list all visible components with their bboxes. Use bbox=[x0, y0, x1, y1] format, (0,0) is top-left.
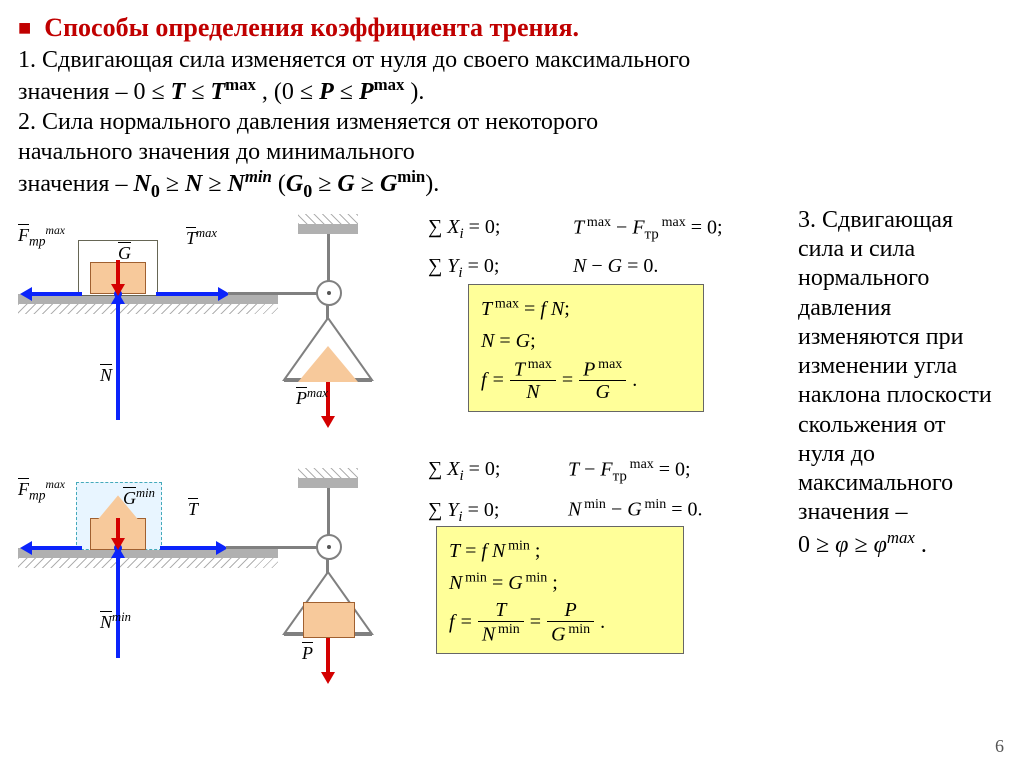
sym-Pmax: P bbox=[359, 79, 374, 105]
diagram-2: Gmin Fтрmax T Nmin bbox=[18, 478, 408, 718]
r-sup: max bbox=[887, 528, 915, 547]
sup-min1: min bbox=[245, 167, 272, 186]
sup-min2: min bbox=[397, 167, 425, 186]
formula-box-1: T max = f N; N = G; f = T maxN = P maxG … bbox=[468, 284, 704, 413]
p1-line1: 1. Сдвигающая сила изменяется от нуля до… bbox=[18, 47, 690, 73]
d2-label-Ftr: Fтрmax bbox=[18, 478, 65, 504]
sym-Tmax: T bbox=[210, 79, 225, 105]
sym-G: G bbox=[337, 171, 354, 197]
d1-pulley bbox=[316, 280, 342, 306]
le2: ≤ bbox=[340, 79, 359, 105]
d2-hanger bbox=[327, 488, 330, 536]
sym-G0: G bbox=[286, 171, 303, 197]
d2-ceiling bbox=[298, 478, 358, 488]
page-number: 6 bbox=[995, 735, 1004, 758]
bullet: ■ bbox=[18, 15, 31, 40]
title-text: Способы определения коэффициента трения. bbox=[44, 13, 579, 42]
d2-pulley bbox=[316, 534, 342, 560]
paren-a: , (0 ≤ bbox=[262, 79, 319, 105]
para-2: 2. Сила нормального давления изменяется … bbox=[18, 107, 1006, 202]
ge-d: ≥ bbox=[361, 171, 380, 197]
sup-max2: max bbox=[374, 75, 405, 94]
p2-pref: значения – bbox=[18, 171, 133, 197]
figure-area: 3. Сдвигающая сила и сила нормального да… bbox=[18, 206, 1006, 766]
ge-b: ≥ bbox=[208, 171, 227, 197]
sym-N: N bbox=[185, 171, 202, 197]
title: ■ Способы определения коэффициента трени… bbox=[18, 12, 1006, 45]
d1-label-Ftr: Fтрmax bbox=[18, 224, 65, 250]
d2-label-N: Nmin bbox=[100, 610, 131, 634]
right-column: 3. Сдвигающая сила и сила нормального да… bbox=[798, 206, 998, 560]
d1-ceiling-hatch bbox=[298, 214, 358, 224]
r-phi: φ bbox=[835, 532, 848, 558]
d2-ceiling-hatch bbox=[298, 468, 358, 478]
sym-N0: N bbox=[133, 171, 150, 197]
d1-rope-h bbox=[228, 292, 322, 295]
sym-T: T bbox=[171, 79, 186, 105]
p2-l1: 2. Сила нормального давления изменяется … bbox=[18, 109, 598, 135]
p1-pref: значения – 0 ≤ bbox=[18, 79, 171, 105]
eqs-1: ∑ Xi = 0; T max − Fтр max = 0; ∑ Yi = 0;… bbox=[428, 214, 808, 283]
d1-label-N: N bbox=[100, 364, 112, 387]
d2-hatch bbox=[18, 558, 278, 568]
d2-label-P: P bbox=[302, 642, 313, 665]
diagram-1: G Fтрmax Tmax N bbox=[18, 224, 408, 454]
p2-l2: начального значения до минимального bbox=[18, 139, 415, 165]
d2-load bbox=[303, 602, 355, 638]
ge-c: ≥ bbox=[318, 171, 337, 197]
r-dot: . bbox=[921, 532, 927, 558]
d1-hatch bbox=[18, 304, 278, 314]
sup-max1: max bbox=[225, 75, 256, 94]
d1-label-P: Pmax bbox=[296, 386, 328, 410]
d2-rope-h bbox=[226, 546, 322, 549]
d2-label-T: T bbox=[188, 498, 198, 521]
d1-hanger bbox=[327, 234, 330, 282]
r-ge: ≥ bbox=[854, 532, 873, 558]
para-1: 1. Сдвигающая сила изменяется от нуля до… bbox=[18, 45, 1006, 107]
sym-Nmin: N bbox=[228, 171, 245, 197]
d2-label-G: Gmin bbox=[123, 486, 155, 510]
sym-Gmin: G bbox=[380, 171, 397, 197]
r-phimax: φ bbox=[874, 532, 887, 558]
d1-label-T: Tmax bbox=[186, 226, 217, 250]
d1-pile bbox=[298, 346, 358, 382]
eqs-2: ∑ Xi = 0; T − Fтр max = 0; ∑ Yi = 0; N m… bbox=[428, 456, 828, 527]
le1: ≤ bbox=[191, 79, 210, 105]
formula-box-2: T = f N min ; N min = G min ; f = TN min… bbox=[436, 526, 684, 655]
p1-end: ). bbox=[410, 79, 424, 105]
p2-end: ). bbox=[425, 171, 439, 197]
sym-P: P bbox=[319, 79, 334, 105]
d1-ceiling bbox=[298, 224, 358, 234]
ge-a: ≥ bbox=[166, 171, 185, 197]
r-pref: 0 ≥ bbox=[798, 532, 835, 558]
